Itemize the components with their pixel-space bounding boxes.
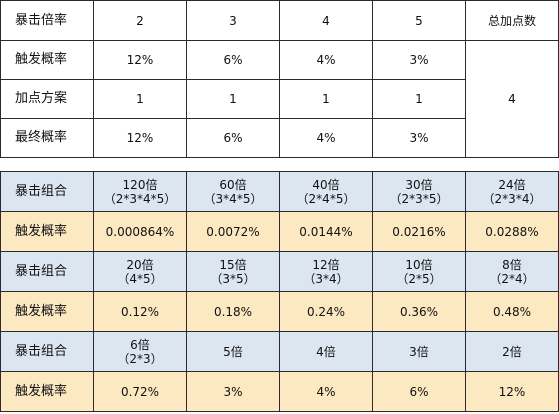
row-label: 暴击组合 (0, 331, 94, 372)
probability-cell: 0.72% (93, 371, 187, 412)
combo-cell: 20倍 （4*5） (93, 251, 187, 292)
probability-row: 触发概率 0.12% 0.18% 0.24% 0.36% 0.48% (0, 291, 559, 332)
combo-cell: 40倍 （2*4*5） (279, 171, 373, 212)
probability-cell: 3% (186, 371, 280, 412)
row-label: 暴击组合 (0, 171, 94, 212)
probability-cell: 0.12% (93, 291, 187, 332)
table-cell: 3% (372, 40, 466, 80)
row-label: 加点方案 (0, 79, 94, 119)
total-points-header: 总加点数 (465, 0, 559, 41)
probability-cell: 4% (279, 371, 373, 412)
table-row: 暴击倍率 2 3 4 5 总加点数 (0, 0, 559, 41)
combo-multiplier: 6倍 (130, 337, 150, 352)
combo-formula: （2*4*5） (296, 191, 356, 206)
combo-cell: 8倍 （2*4） (465, 251, 559, 292)
combo-multiplier: 60倍 (219, 177, 247, 192)
combo-row: 暴击组合 6倍 （2*3） 5倍 4倍 3倍 2倍 (0, 331, 559, 372)
row-label: 暴击组合 (0, 251, 94, 292)
table-cell: 3 (186, 0, 280, 41)
table-row: 触发概率 12% 6% 4% 3% 4 (0, 40, 559, 158)
combo-multiplier: 30倍 (405, 177, 433, 192)
row-label: 触发概率 (0, 211, 94, 252)
row-label: 暴击倍率 (0, 0, 94, 41)
combo-multiplier: 10倍 (405, 257, 433, 272)
table-cell: 12% (93, 118, 187, 158)
probability-row: 触发概率 0.000864% 0.0072% 0.0144% 0.0216% 0… (0, 211, 559, 252)
combo-multiplier: 12倍 (312, 257, 340, 272)
combo-row: 暴击组合 120倍 （2*3*4*5） 60倍 （3*4*5） 40倍 （2*4*5）… (0, 171, 559, 212)
combo-multiplier: 2倍 (502, 344, 522, 359)
probability-cell: 0.0144% (279, 211, 373, 252)
combo-multiplier: 120倍 (122, 177, 158, 192)
combo-cell: 2倍 (465, 331, 559, 372)
combo-cell: 6倍 （2*3） (93, 331, 187, 372)
probability-cell: 0.0072% (186, 211, 280, 252)
combo-multiplier: 24倍 (498, 177, 526, 192)
row-label: 触发概率 (0, 40, 94, 80)
table-cell: 12% (93, 40, 187, 80)
combo-formula: （4*5） (117, 271, 163, 286)
combo-multiplier: 15倍 (219, 257, 247, 272)
table-cell: 4 (279, 0, 373, 41)
combo-cell: 10倍 （2*5） (372, 251, 466, 292)
combo-formula: （2*3*4*5） (103, 191, 177, 206)
combo-formula: （2*4） (489, 271, 535, 286)
table-cell: 3% (372, 118, 466, 158)
table-cell: 2 (93, 0, 187, 41)
probability-cell: 0.0288% (465, 211, 559, 252)
total-points-value: 4 (465, 40, 559, 158)
table-cell: 1 (372, 79, 466, 119)
table-cell: 6% (186, 40, 280, 80)
combo-cell: 24倍 （2*3*4） (465, 171, 559, 212)
combo-formula: （3*4*5） (203, 191, 263, 206)
combo-formula: （2*3） (117, 351, 163, 366)
probability-cell: 0.36% (372, 291, 466, 332)
probability-row: 触发概率 0.72% 3% 4% 6% 12% (0, 371, 559, 412)
row-label: 触发概率 (0, 291, 94, 332)
table-row: 最终概率 12% 6% 4% 3% (0, 118, 559, 158)
combo-cell: 120倍 （2*3*4*5） (93, 171, 187, 212)
combo-multiplier: 4倍 (316, 344, 336, 359)
combo-cell: 30倍 （2*3*5） (372, 171, 466, 212)
table-cell: 1 (279, 79, 373, 119)
probability-cell: 0.000864% (93, 211, 187, 252)
combo-cell: 60倍 （3*4*5） (186, 171, 280, 212)
combo-cell: 15倍 （3*5） (186, 251, 280, 292)
combo-multiplier: 3倍 (409, 344, 429, 359)
probability-cell: 0.24% (279, 291, 373, 332)
table-cell: 1 (186, 79, 280, 119)
table-row: 加点方案 1 1 1 1 (0, 79, 559, 119)
probability-cell: 0.18% (186, 291, 280, 332)
crit-combination-table: 暴击组合 120倍 （2*3*4*5） 60倍 （3*4*5） 40倍 （2*4*5）… (0, 171, 559, 412)
combo-cell: 3倍 (372, 331, 466, 372)
combo-formula: （3*5） (210, 271, 256, 286)
table-cell: 4% (279, 40, 373, 80)
combo-multiplier: 20倍 (126, 257, 154, 272)
table-cell: 6% (186, 118, 280, 158)
probability-cell: 0.0216% (372, 211, 466, 252)
combo-cell: 4倍 (279, 331, 373, 372)
combo-cell: 12倍 （3*4） (279, 251, 373, 292)
table-cell: 5 (372, 0, 466, 41)
combo-row: 暴击组合 20倍 （4*5） 15倍 （3*5） 12倍 （3*4） 10倍 （2*5）… (0, 251, 559, 292)
combo-formula: （2*3*4） (482, 191, 542, 206)
combo-multiplier: 5倍 (223, 344, 243, 359)
combo-formula: （2*5） (396, 271, 442, 286)
combo-formula: （2*3*5） (389, 191, 449, 206)
combo-multiplier: 40倍 (312, 177, 340, 192)
table-cell: 4% (279, 118, 373, 158)
probability-cell: 0.48% (465, 291, 559, 332)
table-cell: 1 (93, 79, 187, 119)
crit-multiplier-table: 暴击倍率 2 3 4 5 总加点数 触发概率 12% 6% 4% 3% 4 加点… (0, 0, 559, 158)
probability-cell: 6% (372, 371, 466, 412)
row-label: 最终概率 (0, 118, 94, 158)
row-label: 触发概率 (0, 371, 94, 412)
probability-cell: 12% (465, 371, 559, 412)
combo-multiplier: 8倍 (502, 257, 522, 272)
combo-cell: 5倍 (186, 331, 280, 372)
combo-formula: （3*4） (303, 271, 349, 286)
